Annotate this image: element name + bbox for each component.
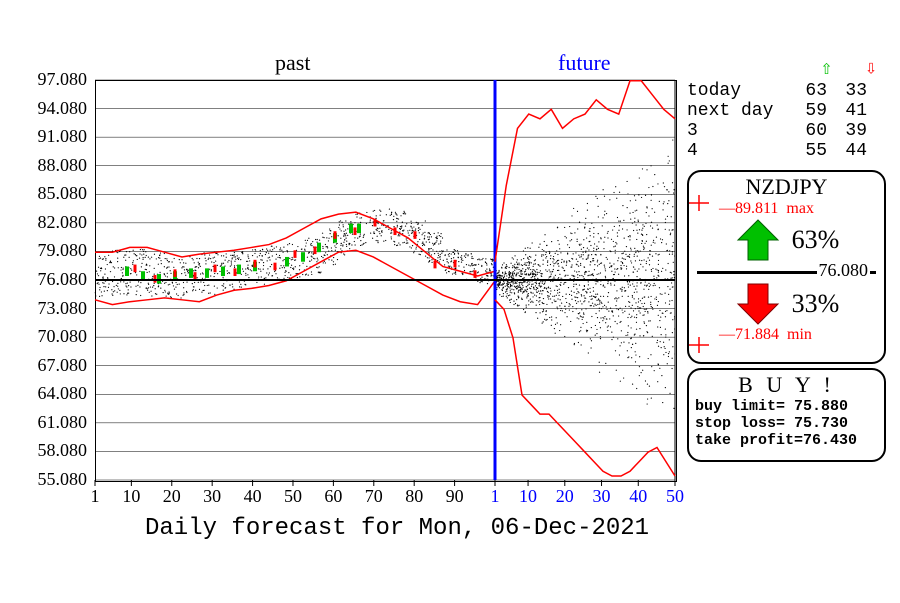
x-tick-label-future: 30 [587, 486, 617, 507]
y-tick-label: 88.080 [0, 155, 87, 176]
x-tick-label: 20 [157, 486, 187, 507]
min-value: —71.884 min [689, 326, 884, 344]
forecast-up: 59 [787, 101, 827, 121]
stop-loss: stop loss= 75.730 [689, 415, 884, 432]
summary-panel: NZDJPY —89.811 max 63% 76.080 33% —71.88… [687, 170, 886, 364]
y-tick-label: 76.080 [0, 269, 87, 290]
forecast-row-label: 3 [687, 121, 787, 141]
chart-title: Daily forecast for Mon, 06-Dec-2021 [145, 515, 649, 542]
pair-label: NZDJPY [689, 172, 884, 200]
x-tick-label: 1 [80, 486, 110, 507]
x-tick-label-future: 1 [480, 486, 510, 507]
down-arrow-icon: ⇩ [865, 58, 877, 81]
x-tick-label: 60 [318, 486, 348, 507]
forecast-down: 33 [827, 81, 867, 101]
x-tick-label: 70 [359, 486, 389, 507]
signal-action: B U Y ! [689, 370, 884, 398]
x-tick-label: 50 [278, 486, 308, 507]
forecast-table: ⇧ ⇩today 63 33next day 59 413 60 394 55 … [687, 55, 887, 161]
y-tick-label: 85.080 [0, 183, 87, 204]
y-tick-label: 94.080 [0, 98, 87, 119]
forecast-row-label: today [687, 81, 787, 101]
y-tick-label: 55.080 [0, 469, 87, 490]
x-tick-label: 40 [238, 486, 268, 507]
y-tick-label: 73.080 [0, 298, 87, 319]
take-profit: take profit=76.430 [689, 432, 884, 449]
forecast-row-label: next day [687, 101, 787, 121]
y-tick-label: 67.080 [0, 355, 87, 376]
up-arrow-icon: ⇧ [821, 58, 833, 81]
x-tick-label: 90 [440, 486, 470, 507]
forecast-up: 55 [787, 141, 827, 161]
mid-value: 76.080 [817, 260, 871, 281]
x-tick-label-future: 40 [623, 486, 653, 507]
forecast-down: 39 [827, 121, 867, 141]
down-percent: 33% [792, 289, 840, 319]
forecast-down: 44 [827, 141, 867, 161]
y-tick-label: 97.080 [0, 69, 87, 90]
y-tick-label: 79.080 [0, 240, 87, 261]
big-down-arrow-icon [734, 282, 782, 326]
x-tick-label-future: 20 [550, 486, 580, 507]
x-tick-label: 30 [197, 486, 227, 507]
forecast-row-label: 4 [687, 141, 787, 161]
y-tick-label: 82.080 [0, 212, 87, 233]
x-tick-label-future: 50 [660, 486, 690, 507]
x-tick-label: 80 [399, 486, 429, 507]
x-tick-label: 10 [116, 486, 146, 507]
forecast-chart [95, 80, 677, 482]
up-percent: 63% [792, 225, 840, 255]
y-tick-label: 91.080 [0, 126, 87, 147]
y-tick-label: 64.080 [0, 383, 87, 404]
past-header: past [275, 50, 310, 76]
forecast-up: 60 [787, 121, 827, 141]
forecast-up: 63 [787, 81, 827, 101]
max-value: —89.811 max [689, 200, 884, 218]
x-tick-label-future: 10 [513, 486, 543, 507]
y-tick-label: 58.080 [0, 440, 87, 461]
buy-limit: buy limit= 75.880 [689, 398, 884, 415]
future-header: future [558, 50, 611, 76]
y-tick-label: 70.080 [0, 326, 87, 347]
forecast-down: 41 [827, 101, 867, 121]
signal-panel: B U Y ! buy limit= 75.880 stop loss= 75.… [687, 368, 886, 462]
y-tick-label: 61.080 [0, 412, 87, 433]
big-up-arrow-icon [734, 218, 782, 262]
